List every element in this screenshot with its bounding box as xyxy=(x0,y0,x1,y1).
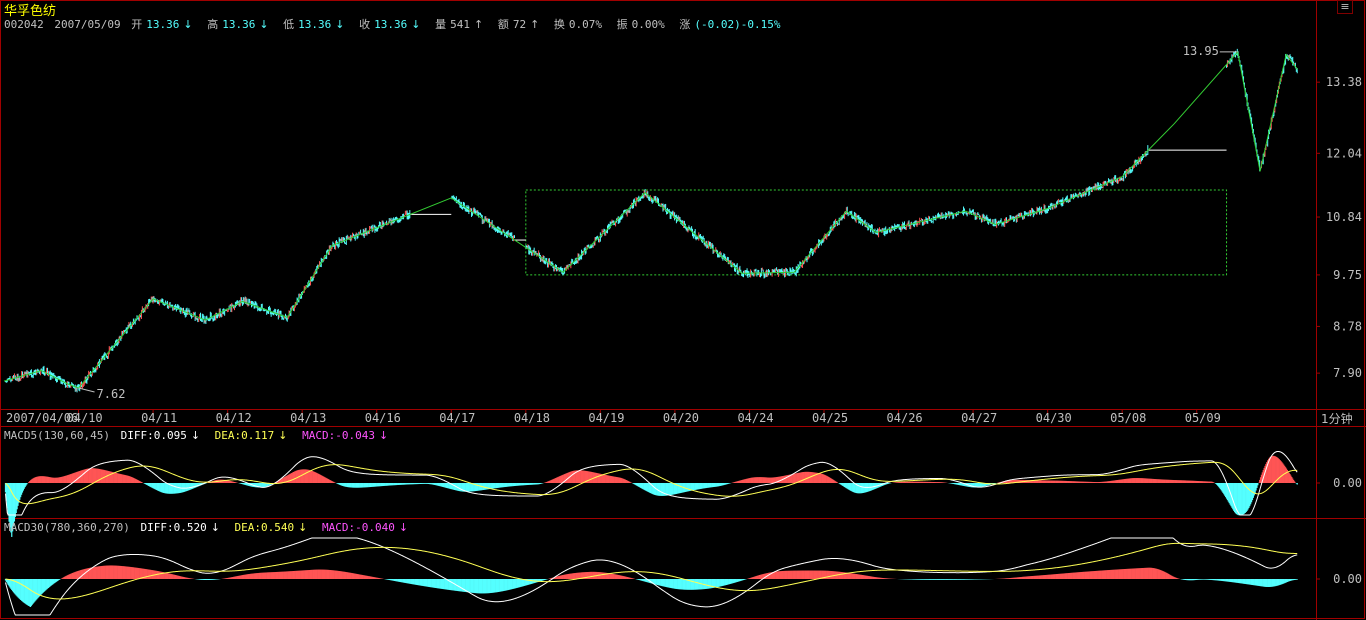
date-tick-label: 04/18 xyxy=(514,411,550,425)
quote-high: 高 13.36 ↓ xyxy=(207,18,269,31)
quote-date: 2007/05/09 xyxy=(54,18,121,31)
quote-line: 002042 2007/05/09 开 13.36 ↓ 高 13.36 ↓ 低 13.36… xyxy=(4,16,789,32)
macd30-name: MACD30(780,360,270) xyxy=(4,521,130,534)
consolidation-box xyxy=(525,189,1228,276)
date-tick-label: 04/27 xyxy=(961,411,997,425)
quote-change: 涨 (-0.02)-0.15% xyxy=(679,18,781,31)
macd5-panel: 0.00 xyxy=(4,450,1362,537)
quote-close: 收 13.36 ↓ xyxy=(359,18,421,31)
date-tick-label: 2007/04/06 xyxy=(6,411,78,425)
date-tick-label: 04/20 xyxy=(663,411,699,425)
price-tick-label: 13.38 xyxy=(1326,75,1362,89)
date-tick-label: 04/26 xyxy=(887,411,923,425)
price-annotations: 13.95 7.62 xyxy=(78,44,1238,401)
macd5-dea: DEA:0.117 ↓ xyxy=(214,429,288,442)
price-tick-label: 10.84 xyxy=(1326,210,1362,224)
macd5-name: MACD5(130,60,45) xyxy=(4,429,110,442)
quote-volume: 量 541 ↑ xyxy=(435,18,484,31)
macd5-diff: DIFF:0.095 ↓ xyxy=(120,429,201,442)
date-tick-label: 04/12 xyxy=(216,411,252,425)
price-tick-label: 9.75 xyxy=(1333,268,1362,282)
price-annotation: 7.62 xyxy=(97,387,126,401)
date-tick-label: 05/09 xyxy=(1185,411,1221,425)
price-zigzag xyxy=(3,50,1298,389)
date-tick-label: 04/30 xyxy=(1036,411,1072,425)
macd30-diff: DIFF:0.520 ↓ xyxy=(140,521,220,534)
period-label[interactable]: 1分钟 xyxy=(1321,411,1353,426)
macd5-label: MACD5(130,60,45) DIFF:0.095 ↓ DEA:0.117 ↓ … xyxy=(4,429,396,442)
price-tick-label: 12.04 xyxy=(1326,146,1362,160)
macd30-label: MACD30(780,360,270) DIFF:0.520 ↓ DEA:0.54… xyxy=(4,521,416,534)
price-candles xyxy=(4,48,1298,393)
zigzag-line xyxy=(3,50,1298,389)
date-tick-label: 04/17 xyxy=(439,411,475,425)
macd-dea-line xyxy=(5,542,1298,600)
price-flat-lines xyxy=(410,149,1227,241)
macd-zero-label: 0.00 xyxy=(1333,476,1362,490)
menu-icon[interactable]: ≡ xyxy=(1337,0,1353,14)
quote-open: 开 13.36 ↓ xyxy=(131,18,193,31)
date-tick-label: 04/25 xyxy=(812,411,848,425)
date-tick-label: 04/16 xyxy=(365,411,401,425)
price-tick-label: 8.78 xyxy=(1333,319,1362,333)
annotation-leader xyxy=(78,387,95,393)
macd30-dea: DEA:0.540 ↓ xyxy=(234,521,308,534)
date-tick-label: 04/10 xyxy=(67,411,103,425)
date-tick-label: 04/11 xyxy=(141,411,177,425)
date-tick-label: 04/24 xyxy=(737,411,773,425)
macd-zero-label: 0.00 xyxy=(1333,572,1362,586)
price-tick-label: 7.90 xyxy=(1333,366,1362,380)
stock-name: 华孚色纺 xyxy=(4,4,57,19)
macd-diff-line xyxy=(4,450,1298,516)
quote-amount: 额 72 ↑ xyxy=(497,18,540,31)
quote-amplitude: 振 0.00% xyxy=(616,18,665,31)
box-rect xyxy=(525,189,1228,276)
macd30-panel: 0.00 xyxy=(4,537,1362,616)
macd-dea-line xyxy=(5,461,1298,505)
macd30-macd: MACD:-0.040 ↓ xyxy=(322,521,409,534)
stock-code: 002042 xyxy=(4,18,44,31)
date-tick-label: 05/08 xyxy=(1110,411,1146,425)
price-annotation: 13.95 xyxy=(1183,44,1219,58)
quote-turnover: 换 0.07% xyxy=(553,18,603,31)
price-axis-ticks: 13.38 12.04 10.84 9.75 8.78 7.90 xyxy=(1316,75,1362,380)
macd5-macd: MACD:-0.043 ↓ xyxy=(302,429,389,442)
quote-low: 低 13.36 ↓ xyxy=(283,18,345,31)
date-tick-label: 04/13 xyxy=(290,411,326,425)
date-tick-label: 04/19 xyxy=(588,411,624,425)
